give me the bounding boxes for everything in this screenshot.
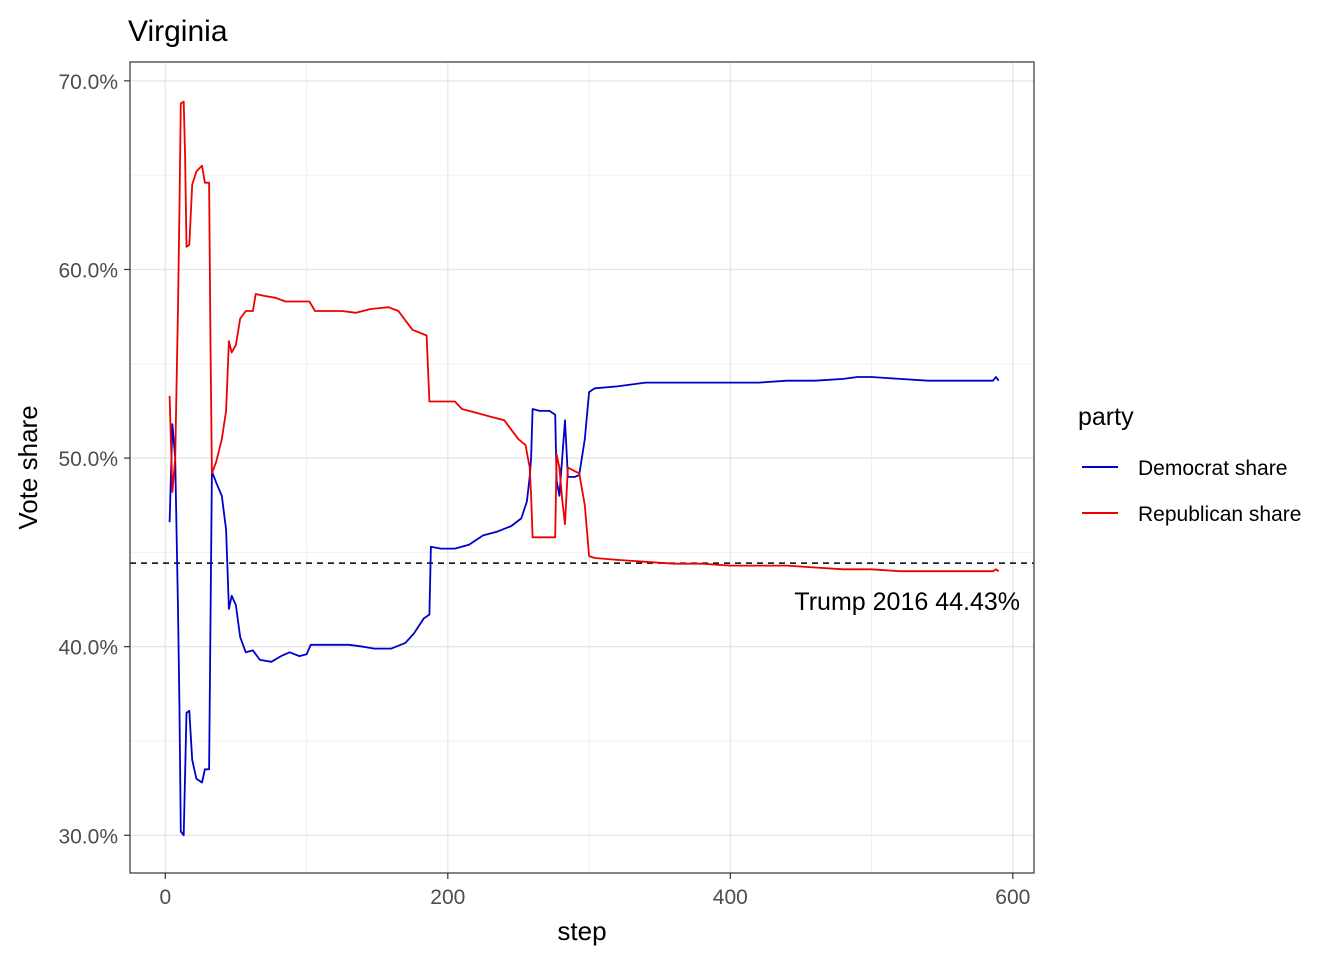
y-tick-label: 30.0% xyxy=(58,825,118,848)
x-axis-title: step xyxy=(557,916,606,946)
panel-border xyxy=(129,61,1035,874)
y-tick-label: 50.0% xyxy=(58,448,118,471)
series-group xyxy=(168,100,1000,837)
series-line-democrat xyxy=(168,376,1000,837)
y-axis-title: Vote share xyxy=(13,405,43,529)
x-tick-label: 0 xyxy=(159,886,171,909)
legend-title: party xyxy=(1078,403,1134,431)
legend-label-republican: Republican share xyxy=(1138,503,1301,526)
legend-label-democrat: Democrat share xyxy=(1138,457,1287,480)
x-tick-label: 600 xyxy=(995,886,1030,909)
chart-title: Virginia xyxy=(128,15,228,48)
reference-line-label: Trump 2016 44.43% xyxy=(794,588,1020,616)
series-line-republican xyxy=(168,100,1000,573)
legend: party Democrat share Republican share xyxy=(1078,403,1301,526)
y-tick-label: 70.0% xyxy=(58,71,118,94)
x-tick-label: 400 xyxy=(713,886,748,909)
grid-major xyxy=(130,62,1034,873)
y-tick-label: 60.0% xyxy=(58,259,118,282)
grid-minor xyxy=(130,62,1034,873)
y-tick-label: 40.0% xyxy=(58,637,118,660)
axis-ticks: 0 200 400 600 30.0% 40.0% 50.0% 60.0% 70.0% xyxy=(58,71,1030,909)
x-tick-label: 200 xyxy=(430,886,465,909)
